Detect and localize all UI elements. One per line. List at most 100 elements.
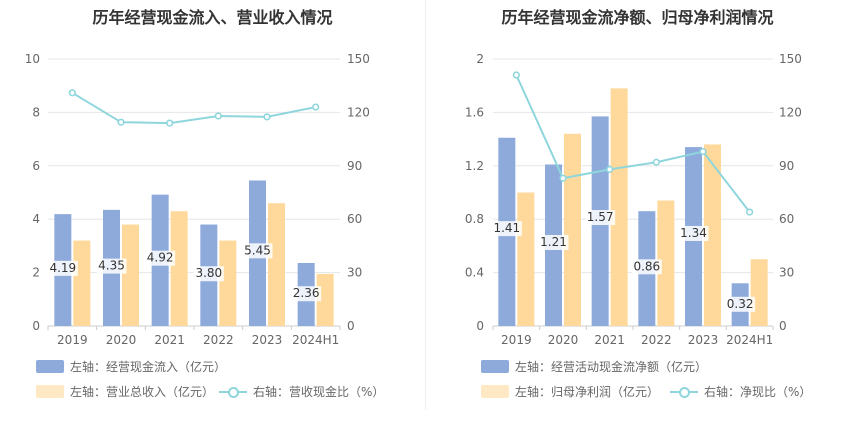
- x-tick-label: 2019: [57, 333, 88, 347]
- bar: [517, 192, 535, 326]
- chart-title: 历年经营现金流入、营业收入情况: [92, 8, 333, 27]
- y-tick-label-left: 6: [32, 159, 40, 173]
- data-label: 2.36: [293, 286, 320, 300]
- legend-label: 右轴：净现比（%）: [704, 385, 812, 399]
- chart-title: 历年经营现金流净额、归母净利润情况: [501, 8, 774, 27]
- chart-canvas: 0 0.4 0.8 1.2 1.6 2 0 30 60 90 120 150 2019 2020 2021 2…: [465, 52, 802, 347]
- bar: [122, 224, 139, 326]
- panel-divider: [425, 0, 426, 410]
- legend-item[interactable]: 左轴：经营现金流入（亿元）: [36, 358, 226, 375]
- legend-line-swatch: [670, 385, 698, 399]
- line-point: [263, 113, 271, 121]
- bar: [564, 133, 581, 326]
- bar: [657, 200, 675, 326]
- line-point: [559, 174, 567, 182]
- data-label-bg: [96, 258, 127, 274]
- line-point: [68, 89, 76, 97]
- chart-panel-left: 历年经营现金流入、营业收入情况 0 2 4 6 8 10 0 30 60 90 120 150 2019…: [25, 8, 385, 400]
- data-label-bg: [585, 210, 616, 226]
- x-tick-label: 2022: [641, 333, 672, 347]
- legend-label: 左轴：经营现金流入（亿元）: [70, 360, 227, 374]
- bar: [704, 144, 721, 326]
- legend-label: 左轴：经营活动现金流净额（亿元）: [515, 360, 708, 374]
- line-point: [652, 158, 660, 166]
- x-tick-label: 2020: [106, 333, 137, 347]
- x-tick-label: 2023: [252, 333, 283, 347]
- line-point: [117, 118, 125, 126]
- y-tick-label-right: 60: [347, 212, 362, 226]
- legend-label: 左轴：营业总收入（亿元）: [70, 385, 215, 399]
- bar: [610, 88, 628, 327]
- x-tick-label: 2021: [154, 333, 185, 347]
- legend-item[interactable]: 左轴：经营活动现金流净额（亿元）: [481, 358, 707, 375]
- data-label-bg: [538, 235, 569, 251]
- data-label: 4.35: [98, 259, 125, 273]
- data-label-bg: [291, 286, 322, 302]
- x-tick-label: 2019: [501, 333, 532, 347]
- series-line: [515, 74, 751, 213]
- y-tick-label-right: 30: [779, 266, 794, 280]
- chart-canvas: 0 2 4 6 8 10 0 30 60 90 120 150 2019 2020 2021 2022 2023…: [25, 52, 370, 347]
- line-point: [606, 165, 614, 173]
- x-tick-label: 2020: [548, 333, 579, 347]
- legend-swatch: [36, 360, 64, 373]
- legend-label: 右轴：营收现金比（%）: [253, 385, 385, 399]
- y-tick-label-right: 120: [347, 105, 370, 119]
- y-tick-label-left: 10: [25, 52, 40, 66]
- y-tick-label-right: 90: [779, 159, 794, 173]
- y-tick-label-right: 0: [347, 319, 355, 333]
- data-label-bg: [47, 260, 78, 276]
- legend-swatch: [481, 385, 509, 398]
- y-tick-label-left: 8: [32, 105, 40, 119]
- y-tick-label-left: 2: [476, 52, 484, 66]
- bar: [170, 211, 188, 326]
- data-label-bg: [491, 221, 522, 237]
- y-tick-label-left: 4: [32, 212, 40, 226]
- y-tick-label-left: 1.6: [465, 105, 484, 119]
- line-point: [746, 208, 754, 216]
- y-tick-label-left: 1.2: [465, 159, 484, 173]
- legend-item[interactable]: 左轴：归母净利润（亿元）: [481, 383, 659, 400]
- bar: [268, 203, 285, 326]
- y-tick-label-left: 0.4: [465, 266, 484, 280]
- data-label: 3.80: [195, 266, 222, 280]
- data-label-bg: [725, 296, 756, 312]
- legend-line-swatch: [219, 385, 247, 399]
- x-tick-label: 2021: [594, 333, 625, 347]
- data-label-bg: [242, 243, 273, 259]
- legend-item[interactable]: 右轴：净现比（%）: [670, 383, 811, 400]
- x-tick-label: 2023: [688, 333, 719, 347]
- x-tick-label: 2024H1: [726, 333, 773, 347]
- data-label: 0.86: [633, 259, 660, 273]
- line-point: [312, 103, 320, 111]
- y-tick-label-right: 0: [779, 319, 787, 333]
- line-point: [699, 147, 707, 156]
- line-point: [166, 119, 174, 127]
- legend-label: 左轴：归母净利润（亿元）: [515, 385, 660, 399]
- y-tick-label-right: 150: [779, 52, 802, 66]
- data-label: 1.57: [587, 210, 614, 224]
- legend-swatch: [481, 360, 509, 373]
- series-line: [71, 91, 316, 125]
- x-tick-label: 2022: [203, 333, 234, 347]
- bar: [750, 259, 768, 326]
- data-label: 5.45: [244, 243, 271, 257]
- y-tick-label-right: 30: [347, 266, 362, 280]
- x-tick-label: 2024H1: [292, 333, 339, 347]
- data-label: 4.19: [49, 261, 76, 275]
- data-label-bg: [145, 250, 176, 266]
- bar: [219, 240, 237, 326]
- y-tick-label-left: 0: [32, 319, 40, 333]
- legend-swatch: [36, 385, 64, 398]
- y-tick-label-left: 2: [32, 266, 40, 280]
- data-label-bg: [193, 266, 224, 282]
- y-tick-label-right: 120: [779, 105, 802, 119]
- bar: [73, 240, 91, 326]
- chart-panel-right: 历年经营现金流净额、归母净利润情况 0 0.4 0.8 1.2 1.6 2 0 30 60 90 1…: [425, 0, 850, 437]
- data-label: 0.32: [727, 297, 754, 311]
- legend-item[interactable]: 左轴：营业总收入（亿元）: [36, 383, 214, 400]
- data-label-bg: [678, 225, 709, 241]
- legend-item[interactable]: 右轴：营收现金比（%）: [219, 383, 384, 400]
- y-tick-label-left: 0: [476, 319, 484, 333]
- data-label: 1.34: [680, 226, 707, 240]
